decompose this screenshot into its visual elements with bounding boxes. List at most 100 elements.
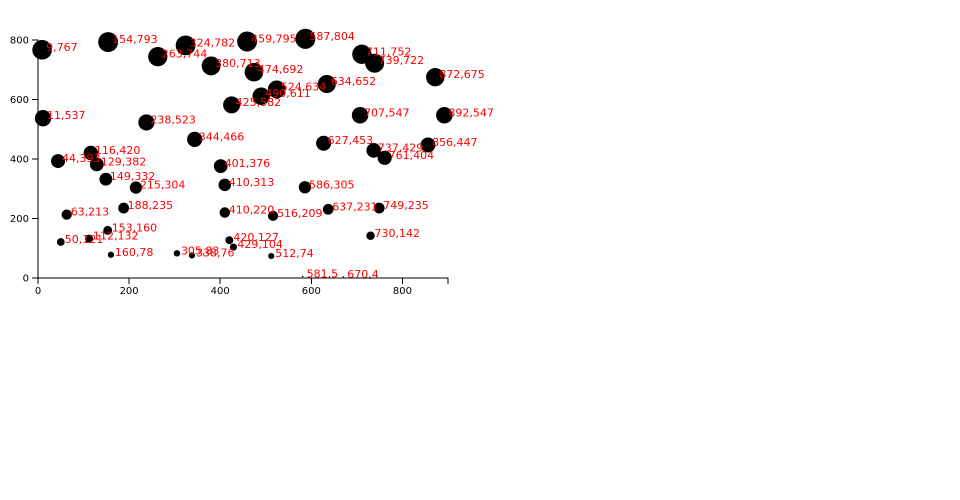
x-axis: 0 200 400 600 800	[35, 277, 449, 297]
points-layer	[32, 28, 453, 278]
data-label: 490,611	[265, 87, 311, 100]
data-label: 324,782	[190, 36, 236, 49]
data-label: 637,231	[332, 200, 378, 213]
x-tick-label: 200	[120, 286, 139, 297]
data-point	[173, 250, 181, 257]
data-label: 112,132	[93, 230, 139, 243]
data-point	[244, 62, 264, 82]
data-label: 9,767	[46, 41, 78, 54]
x-tick-label: 400	[211, 286, 230, 297]
data-point	[366, 143, 382, 158]
data-label: 188,235	[128, 199, 173, 212]
data-label: 516,209	[277, 207, 323, 220]
data-point	[103, 225, 113, 235]
data-point	[187, 131, 203, 147]
data-label: 739,722	[379, 54, 425, 67]
data-label: 380,713	[215, 57, 261, 70]
data-label: 305,83	[181, 244, 220, 257]
data-point	[213, 159, 228, 173]
data-point	[267, 210, 279, 221]
data-label: 856,447	[432, 136, 478, 149]
data-point	[89, 157, 104, 172]
data-point	[420, 137, 436, 153]
data-point	[373, 202, 385, 214]
data-point	[301, 275, 304, 278]
data-point	[229, 243, 238, 251]
data-label: 44,393	[62, 152, 101, 165]
data-label: 707,547	[364, 106, 410, 119]
data-label: 420,127	[233, 231, 278, 244]
data-label: 344,466	[199, 130, 245, 143]
data-label: 63,213	[71, 206, 110, 219]
data-label: 512,74	[275, 247, 314, 260]
data-point	[436, 106, 453, 124]
data-point	[298, 181, 312, 194]
data-point	[295, 28, 316, 49]
data-point	[56, 238, 65, 246]
data-point	[129, 181, 143, 194]
data-label: 711,752	[366, 45, 412, 58]
x-tick-label: 600	[302, 286, 321, 297]
data-point	[138, 114, 155, 131]
data-label: 153,160	[112, 221, 158, 234]
data-label: 154,793	[112, 33, 157, 46]
data-point	[99, 172, 113, 186]
data-label: 425,582	[236, 96, 282, 109]
data-label: 670,4	[347, 268, 379, 281]
data-point	[83, 145, 99, 161]
y-tick-label: 400	[10, 155, 29, 166]
data-point	[268, 252, 275, 260]
data-label: 429,104	[237, 238, 283, 251]
data-point	[225, 236, 234, 245]
y-tick-label: 200	[10, 214, 29, 225]
data-point	[316, 135, 332, 151]
data-label: 474,692	[258, 63, 304, 76]
data-label: 627,453	[328, 134, 374, 147]
data-label: 149,332	[110, 170, 156, 183]
data-label: 238,523	[150, 113, 196, 126]
data-point	[365, 53, 385, 73]
y-tick-label: 0	[23, 274, 29, 285]
data-point	[32, 40, 52, 60]
data-point	[351, 106, 369, 124]
data-point	[218, 178, 232, 192]
x-tick-label: 800	[393, 286, 412, 297]
data-point	[366, 231, 375, 240]
data-label: 410,220	[229, 204, 275, 217]
data-point	[34, 110, 52, 127]
y-tick-label: 800	[10, 36, 29, 47]
data-label: 129,382	[101, 155, 147, 168]
data-point	[201, 56, 221, 76]
data-point	[51, 154, 66, 169]
data-point	[98, 32, 119, 53]
data-point	[377, 150, 392, 165]
data-point	[219, 207, 231, 218]
data-label: 761,404	[389, 149, 435, 162]
data-label: 263,744	[162, 48, 208, 61]
data-point	[84, 234, 94, 243]
data-point	[107, 251, 115, 258]
data-label: 50,121	[65, 233, 104, 246]
data-point	[342, 276, 344, 278]
data-label: 872,675	[439, 68, 485, 81]
data-point	[118, 202, 130, 214]
data-point	[148, 47, 168, 67]
data-point	[317, 75, 336, 94]
data-label: 410,313	[229, 176, 275, 189]
y-tick-label: 600	[10, 95, 29, 106]
data-point	[61, 209, 72, 220]
data-label: 749,235	[383, 199, 429, 212]
data-label: 401,376	[225, 157, 271, 170]
data-label: 587,804	[309, 30, 355, 43]
data-label: 892,547	[448, 106, 494, 119]
data-point	[223, 96, 241, 114]
data-label: 11,537	[47, 109, 85, 122]
x-tick-label: 0	[35, 286, 41, 297]
data-point	[188, 252, 196, 259]
data-label: 459,795	[251, 32, 297, 45]
y-axis: 0 200 400 600 800	[10, 36, 39, 285]
data-label: 338,76	[196, 246, 235, 259]
